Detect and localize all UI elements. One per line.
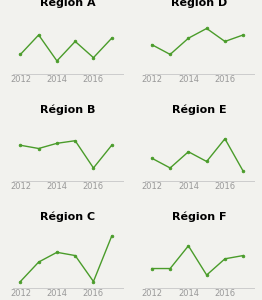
Title: Région B: Région B: [40, 105, 96, 115]
Title: Région D: Région D: [171, 0, 227, 8]
Title: Région A: Région A: [40, 0, 96, 8]
Title: Région C: Région C: [40, 212, 95, 222]
Title: Région E: Région E: [172, 105, 227, 115]
Title: Région F: Région F: [172, 212, 227, 222]
